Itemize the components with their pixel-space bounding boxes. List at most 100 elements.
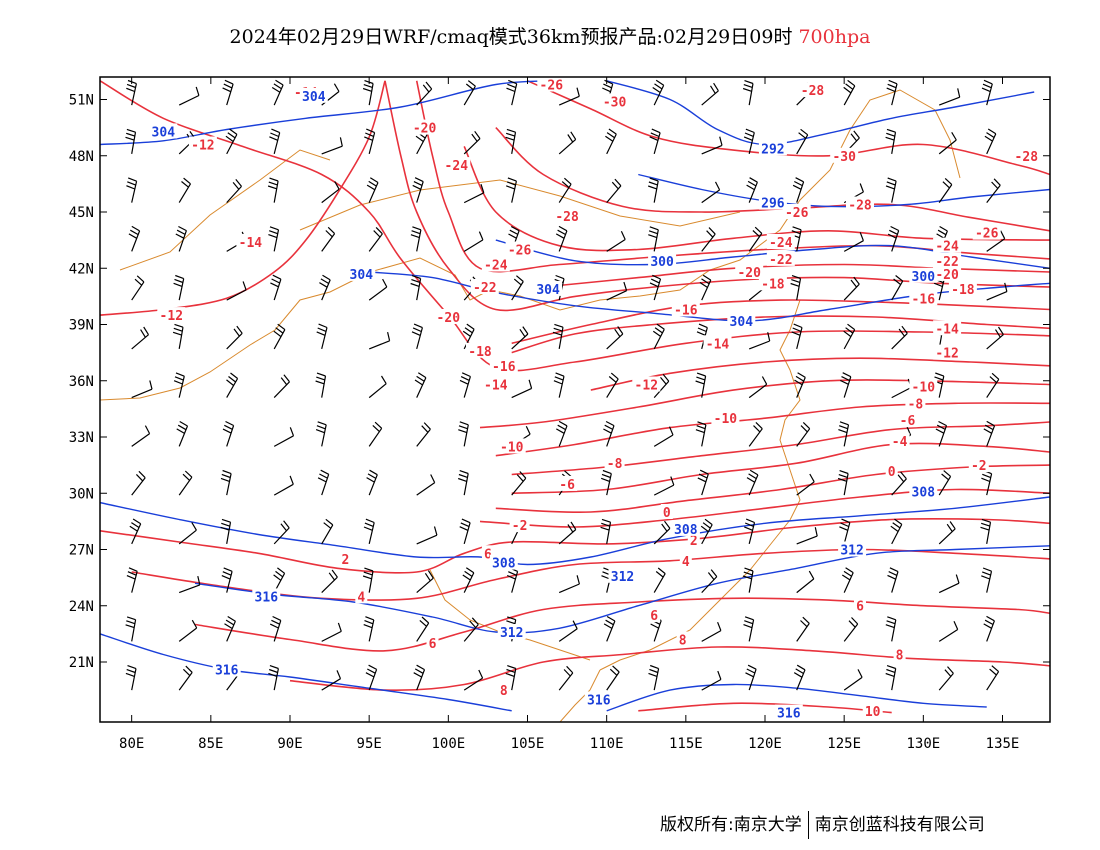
wind-barb [558, 575, 580, 594]
temperature-labels: -14-20-24-30-28-26-24-22-20-18-16-14-12-… [157, 76, 1041, 720]
wind-barb [796, 616, 810, 642]
wind-barb [649, 274, 662, 301]
temperature-label: -20 [413, 122, 437, 137]
temperature-label: -2 [512, 519, 528, 534]
wind-barb [796, 570, 815, 594]
height-contour [606, 80, 1035, 146]
wind-barb [458, 421, 469, 447]
wind-barb [558, 665, 574, 691]
y-tick-label: 39N [69, 318, 94, 334]
temperature-label: 2 [690, 534, 698, 549]
temperature-label: -12 [935, 347, 958, 362]
temperature-label: -16 [674, 304, 698, 319]
wind-barb [839, 518, 851, 545]
height-label-bg [149, 123, 178, 139]
wind-barb [125, 128, 137, 155]
temperature-label: 6 [650, 609, 658, 624]
temperature-label: 2 [341, 553, 349, 568]
wind-barb [606, 326, 624, 350]
temperature-label: -20 [935, 268, 959, 283]
height-label-bg [838, 541, 867, 557]
temperature-label-bg [509, 517, 530, 533]
x-tick-label: 135E [986, 736, 1020, 752]
wind-barb [891, 325, 908, 350]
wind-barb [796, 128, 809, 155]
wind-barb [744, 518, 756, 545]
wind-barb [843, 617, 859, 642]
temperature-contour [495, 402, 1050, 457]
plot-frame [99, 76, 1051, 723]
y-tick-label: 36N [69, 374, 94, 390]
wind-barb [459, 372, 471, 398]
wind-barb [558, 177, 572, 203]
height-label: 292 [761, 142, 784, 157]
wind-barb [178, 665, 193, 691]
temperature-label: -20 [737, 266, 761, 281]
wind-barb [938, 521, 956, 545]
wind-barb [321, 226, 336, 252]
wind-barb [416, 474, 436, 496]
wind-barb [505, 665, 517, 691]
y-tick-label: 21N [69, 655, 94, 671]
wind-barb [938, 131, 957, 155]
wind-barb [131, 425, 151, 447]
wind-barb [885, 665, 897, 691]
x-tick-label: 95E [357, 736, 382, 752]
temperature-contour [100, 518, 1050, 574]
height-label: 296 [761, 197, 785, 212]
height-contour [194, 545, 1050, 634]
x-tick-label: 120E [748, 736, 782, 752]
temperature-label-bg [909, 290, 938, 306]
temperature-label: -16 [492, 360, 516, 375]
height-label: 316 [587, 694, 611, 709]
wind-barb [981, 567, 993, 593]
wind-barb [701, 621, 722, 642]
temperature-contour [511, 299, 1050, 345]
wind-barb [511, 275, 524, 301]
wind-barb [364, 128, 376, 155]
wind-barb [648, 664, 660, 691]
wind-barb [226, 372, 239, 398]
wind-barb [938, 621, 959, 642]
wind-barb [321, 83, 340, 106]
wind-barb [126, 79, 137, 106]
wind-barb [984, 128, 997, 155]
wind-barb [410, 226, 422, 252]
wind-barb [178, 522, 197, 545]
wind-barb [558, 620, 578, 642]
copyright-owner: 版权所有:南京大学 [660, 815, 802, 835]
temperature-label: -18 [468, 345, 492, 360]
wind-barb [463, 130, 481, 155]
wind-barb [125, 616, 137, 642]
temperature-label: -4 [892, 435, 908, 450]
wind-barb [653, 520, 671, 545]
wind-barb [270, 274, 282, 301]
wind-barb [416, 526, 438, 545]
wind-barb [315, 372, 327, 398]
height-label: 312 [611, 570, 634, 585]
wind-barb [793, 664, 806, 691]
wind-barb [317, 469, 330, 496]
height-label: 300 [912, 270, 936, 285]
temperature-label-bg [157, 307, 186, 323]
temperature-label: -12 [191, 139, 214, 154]
wind-barb [841, 567, 854, 593]
height-contour [100, 496, 1050, 566]
temperature-label-bg [735, 264, 764, 279]
wind-barb [648, 177, 659, 203]
wind-barb [413, 664, 426, 691]
height-labels: 304 304 292 296 300 300 304 304 304 308 308 308 312 3… [149, 87, 938, 722]
wind-barb [600, 518, 612, 545]
x-tick-label: 80E [119, 736, 144, 752]
wind-barb [701, 227, 716, 252]
temperature-label-bg [671, 301, 700, 317]
temperature-label-bg [632, 376, 661, 392]
temperature-contour [638, 702, 892, 714]
height-label-bg [497, 624, 526, 639]
height-contour [100, 633, 512, 712]
y-tick-label: 30N [69, 486, 94, 502]
temperature-label: -26 [508, 244, 532, 259]
temperature-label-bg [758, 275, 787, 291]
wind-barb [938, 574, 960, 594]
temperature-label-bg [505, 241, 534, 257]
